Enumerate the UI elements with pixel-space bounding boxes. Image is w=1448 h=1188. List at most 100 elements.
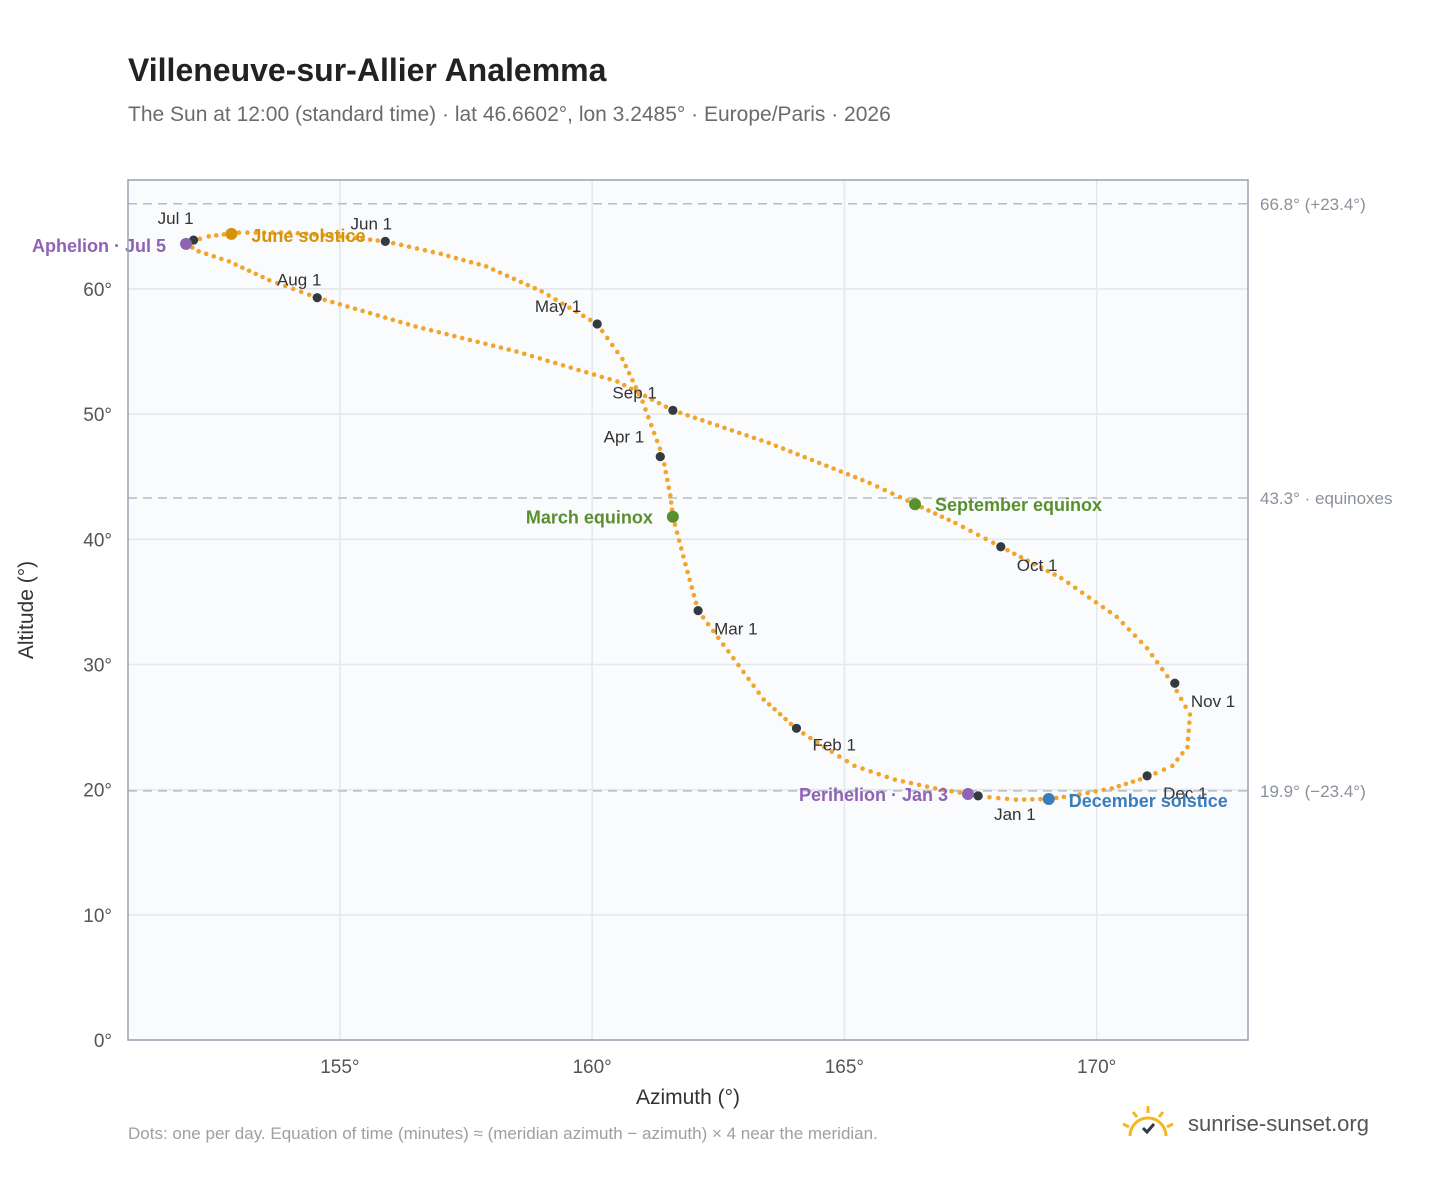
daily-dot <box>367 310 373 316</box>
daily-dot <box>949 788 954 794</box>
daily-dot <box>436 329 442 335</box>
daily-dot <box>987 795 992 800</box>
month-marker <box>996 542 1006 552</box>
daily-dot <box>788 449 793 454</box>
daily-dot <box>567 305 572 310</box>
daily-dot <box>1107 609 1113 615</box>
daily-dot <box>1077 792 1082 797</box>
daily-dot <box>640 399 645 404</box>
daily-dot <box>939 514 945 520</box>
daily-dot <box>852 474 858 480</box>
daily-dot <box>438 251 444 257</box>
y-tick-label: 40° <box>83 530 112 551</box>
daily-dot <box>453 255 459 261</box>
chart-footnote: Dots: one per day. Equation of time (min… <box>128 1124 878 1143</box>
daily-dot <box>852 763 857 769</box>
daily-dot <box>504 273 510 279</box>
month-label: Feb 1 <box>812 735 855 754</box>
daily-dot <box>591 372 597 377</box>
daily-dot <box>876 771 882 777</box>
daily-dot <box>1053 795 1059 801</box>
reference-line-label: 19.9° (−23.4°) <box>1260 782 1366 801</box>
daily-dot <box>1186 728 1192 734</box>
daily-dot <box>1052 572 1057 577</box>
month-marker <box>1142 771 1152 781</box>
month-label: Jan 1 <box>994 805 1036 824</box>
month-label: Jul 1 <box>158 209 194 228</box>
daily-dot <box>905 498 910 503</box>
daily-dot <box>461 257 466 263</box>
daily-dot <box>687 577 692 583</box>
daily-dot <box>560 363 566 368</box>
daily-dot <box>715 635 721 641</box>
daily-dot <box>497 270 503 275</box>
daily-dot <box>868 769 873 774</box>
daily-dot <box>700 615 706 620</box>
daily-dot <box>1021 797 1027 802</box>
daily-dot <box>837 754 842 759</box>
daily-dot <box>539 289 544 294</box>
daily-dot <box>253 230 259 235</box>
daily-dot <box>1185 744 1190 750</box>
daily-dot <box>1178 696 1184 702</box>
daily-dot <box>622 382 627 388</box>
daily-dot <box>808 735 813 741</box>
daily-dot <box>1154 659 1160 665</box>
daily-dot <box>916 782 922 788</box>
y-axis-title: Altitude (°) <box>15 561 38 659</box>
daily-dot <box>406 244 412 250</box>
month-marker <box>973 791 983 801</box>
daily-dot <box>1161 767 1167 772</box>
daily-dot <box>306 292 312 298</box>
daily-dot <box>398 319 403 325</box>
daily-dot <box>623 363 629 369</box>
daily-dot <box>1149 652 1155 658</box>
daily-dot <box>1130 779 1136 784</box>
daily-dot <box>1137 777 1143 782</box>
daily-dot <box>654 438 660 444</box>
daily-dot <box>783 716 788 722</box>
daily-dot <box>345 304 350 309</box>
daily-dot <box>651 430 657 436</box>
axis-ticks: 155° 160° 165° 170° 0° 10° 20° 30° 40° 50° 60° <box>83 280 1116 1078</box>
daily-dot <box>1164 673 1170 679</box>
event-label: June solstice <box>251 226 365 246</box>
month-label: Sep 1 <box>612 383 656 402</box>
daily-dot <box>475 339 480 345</box>
brand[interactable]: sunrise-sunset.org <box>1120 1102 1369 1146</box>
daily-dot <box>203 251 209 257</box>
daily-dot <box>744 433 749 438</box>
daily-dot <box>1100 604 1106 610</box>
daily-dot <box>672 522 678 527</box>
daily-dot <box>253 271 259 277</box>
daily-dot <box>405 321 411 327</box>
month-label: Jun 1 <box>351 214 393 233</box>
month-marker <box>1170 678 1180 688</box>
daily-dot <box>860 477 865 483</box>
daily-dot <box>729 428 735 433</box>
month-label: Nov 1 <box>1191 692 1235 711</box>
daily-dot <box>736 662 741 668</box>
daily-dot <box>751 435 757 441</box>
daily-dot <box>700 418 705 423</box>
event-label: September equinox <box>935 495 1102 515</box>
x-axis-title: Azimuth (°) <box>636 1086 740 1109</box>
daily-dot <box>1032 561 1037 567</box>
daily-dot <box>467 337 473 343</box>
daily-dot <box>1180 751 1185 756</box>
daily-dot <box>772 707 777 712</box>
daily-dot <box>674 530 680 535</box>
daily-dot <box>587 317 593 323</box>
daily-dot <box>295 230 301 236</box>
daily-dot <box>642 393 648 399</box>
daily-dot <box>574 309 579 315</box>
event-label: Perihelion · Jan 3 <box>799 785 948 805</box>
daily-dot <box>511 276 517 282</box>
daily-dot <box>610 342 615 348</box>
daily-dot <box>821 744 827 750</box>
daily-dot <box>413 324 418 329</box>
event-marker <box>962 788 974 801</box>
daily-dot <box>844 758 850 764</box>
daily-dot <box>514 349 519 354</box>
daily-dot <box>666 485 672 490</box>
